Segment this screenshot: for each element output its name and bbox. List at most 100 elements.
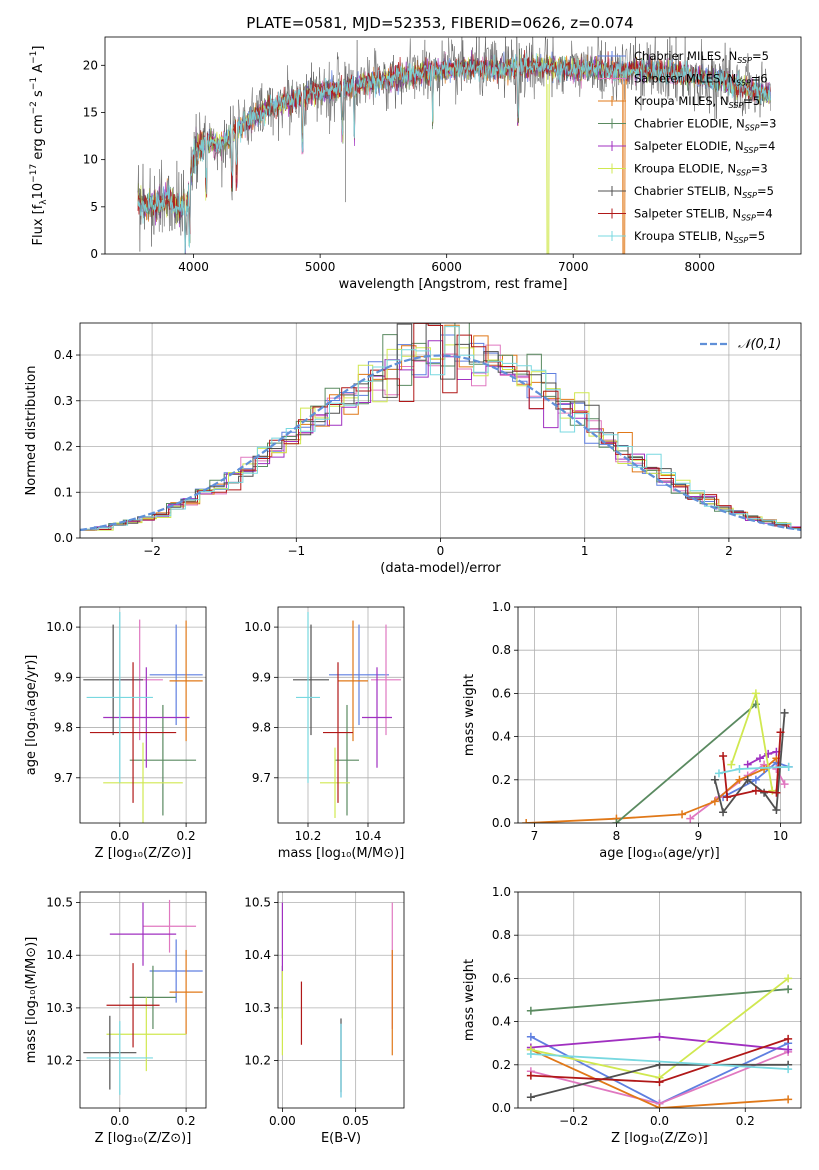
- legend-label: Chabrier MILES, NSSP=5: [634, 49, 769, 65]
- plot-frame: [517, 891, 802, 1109]
- weight-marker: [655, 1078, 664, 1087]
- y-tick-label: 9.7: [252, 771, 271, 785]
- normal-curve: [80, 354, 801, 532]
- legend-value: =5: [752, 49, 769, 63]
- legend-name: Salpeter MILES, N: [634, 72, 736, 86]
- legend-value: =5: [743, 94, 760, 108]
- y-tick-label: 0.2: [492, 1058, 511, 1072]
- y-tick-label: 10.4: [46, 948, 73, 962]
- y-tick-label: 0: [90, 247, 98, 261]
- legend-sub: SSP: [729, 101, 744, 110]
- y-tick-label: 10.0: [244, 620, 271, 634]
- weight-marker: [784, 974, 793, 983]
- x-tick-label: 8: [613, 829, 621, 843]
- weight-line: [530, 988, 789, 1012]
- x-tick-label: 0.2: [736, 1114, 755, 1128]
- legend-sub: SSP: [737, 56, 752, 65]
- weight-marker: [723, 793, 732, 802]
- y-tick-label: 10.5: [46, 896, 73, 910]
- legend-sub: SSP: [734, 236, 749, 245]
- legend-label: Chabrier STELIB, NSSP=5: [634, 184, 774, 200]
- weight-marker: [655, 1032, 664, 1041]
- legend-value: =4: [756, 207, 773, 221]
- legend-name: Kroupa STELIB, N: [634, 229, 734, 243]
- x-tick-label: 8000: [684, 260, 715, 274]
- legend-value: =5: [748, 229, 765, 243]
- y-axis-label: age [log₁₀(age/yr)]: [24, 655, 39, 776]
- x-tick-label: 10.2: [295, 829, 322, 843]
- weight-marker: [784, 1065, 793, 1074]
- y-tick-label: 0.4: [492, 1015, 511, 1029]
- spectrum-line: [137, 53, 771, 254]
- weight-marker: [755, 754, 764, 763]
- weight-marker: [719, 752, 728, 761]
- weight-line: [714, 712, 786, 815]
- y-tick-label: 10: [83, 153, 98, 167]
- weight-marker: [780, 708, 789, 717]
- x-tick-label: 0: [437, 544, 445, 558]
- x-tick-label: 1: [581, 544, 589, 558]
- x-tick-label: 2: [725, 544, 733, 558]
- x-tick-label: 0.00: [269, 1114, 296, 1128]
- x-axis-label: Z [log₁₀(Z/Z⊙)]: [611, 1131, 708, 1146]
- weight-marker: [526, 1032, 535, 1041]
- y-tick-label: 5: [90, 200, 98, 214]
- y-tick-label: 10.2: [46, 1054, 73, 1068]
- x-tick-label: 0.0: [110, 829, 129, 843]
- weight-marker: [784, 1034, 793, 1043]
- y-axis-label: mass weight: [462, 674, 477, 756]
- y-axis-label: Normed distribution: [24, 366, 39, 496]
- y-tick-label: 1.0: [492, 885, 511, 899]
- legend-sub: SSP: [736, 169, 751, 178]
- y-tick-label: 20: [83, 58, 98, 72]
- weight-marker: [735, 765, 744, 773]
- y-tick-label: 0.4: [492, 730, 511, 744]
- weight-marker: [772, 806, 781, 815]
- y-tick-label: 1.0: [492, 600, 511, 614]
- panel-weight-vs-age: 7 8 9 10 0.0 0.2 0.4 0.6 0.8 1.0 age [log₁₀(age/yr…: [462, 600, 802, 861]
- plot-frame: [79, 891, 207, 1109]
- weight-line: [747, 750, 777, 766]
- y-tick-label: 0.3: [54, 394, 73, 408]
- weight-marker: [768, 786, 777, 795]
- weight-marker: [784, 985, 793, 994]
- x-axis-label: mass [log₁₀(M/M⊙)]: [278, 846, 405, 861]
- weight-marker: [526, 1006, 535, 1015]
- x-axis-label: age [log₁₀(age/yr)]: [599, 846, 720, 861]
- legend-sub: SSP: [742, 191, 757, 200]
- weight-marker: [751, 786, 760, 795]
- weight-line: [730, 693, 774, 791]
- weight-marker: [710, 775, 719, 784]
- y-tick-label: 0.1: [54, 485, 73, 499]
- y-tick-label: 10.2: [244, 1054, 271, 1068]
- x-axis-label: Z [log₁₀(Z/Z⊙)]: [95, 846, 192, 861]
- weight-line: [530, 1053, 789, 1070]
- weight-line: [722, 761, 789, 798]
- weight-marker: [772, 788, 781, 797]
- legend-name: Salpeter STELIB, N: [634, 207, 741, 221]
- weight-marker: [719, 808, 728, 817]
- y-tick-label: 0.2: [54, 440, 73, 454]
- plot-frame: [277, 891, 405, 1109]
- weight-line: [530, 1048, 789, 1108]
- y-tick-label: 0.0: [492, 1101, 511, 1115]
- histogram-step: [84, 326, 801, 530]
- x-tick-label: 7000: [558, 260, 589, 274]
- y-label-part: Flux [f: [31, 204, 46, 245]
- weight-marker: [686, 814, 695, 823]
- x-axis-label: (data-model)/error: [380, 561, 501, 576]
- panel-age-vs-mass: 10.2 10.4 9.7 9.8 9.9 10.0 mass [log₁₀(M/M⊙)]: [244, 606, 405, 861]
- y-tick-label: 10.4: [244, 948, 271, 962]
- y-tick-label: 10.3: [244, 1001, 271, 1015]
- weight-marker: [710, 797, 719, 806]
- y-axis-label: Flux [fλ10−17 erg cm−2 s−1 A−1]: [29, 46, 49, 246]
- x-tick-label: −2: [143, 544, 161, 558]
- weight-marker: [526, 1050, 535, 1058]
- y-tick-label: 10.5: [244, 896, 271, 910]
- y-tick-label: 10.3: [46, 1001, 73, 1015]
- legend-label: Salpeter ELODIE, NSSP=4: [634, 139, 775, 155]
- x-tick-label: 0.2: [177, 1114, 196, 1128]
- y-label-part: λ: [39, 199, 49, 205]
- y-tick-label: 0.0: [492, 816, 511, 830]
- weight-line: [615, 703, 757, 823]
